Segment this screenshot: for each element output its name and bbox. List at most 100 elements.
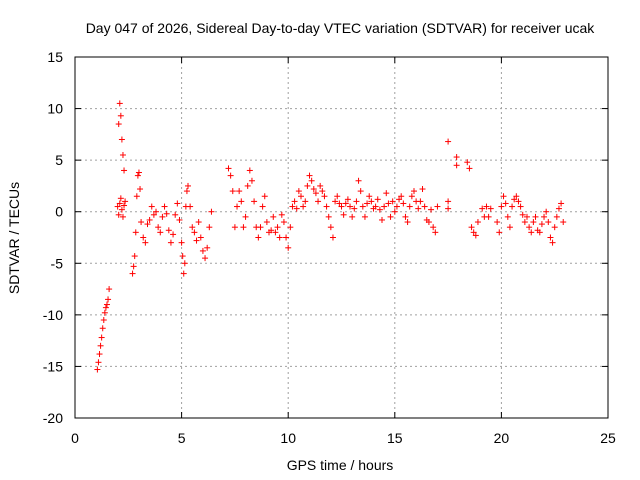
data-point <box>202 255 209 262</box>
data-point <box>179 253 186 260</box>
data-point <box>137 186 144 193</box>
data-point <box>138 219 145 226</box>
data-point <box>184 182 191 189</box>
data-point <box>157 229 164 236</box>
data-point <box>176 216 183 223</box>
data-point <box>191 229 198 236</box>
data-point <box>396 196 403 203</box>
data-point <box>347 203 354 210</box>
data-point <box>312 190 319 197</box>
data-point <box>178 239 185 246</box>
data-point <box>118 136 125 143</box>
data-point <box>306 172 313 179</box>
data-point <box>317 182 324 189</box>
data-point <box>432 229 439 236</box>
data-point <box>167 239 174 246</box>
data-point <box>387 213 394 220</box>
data-point <box>502 200 509 207</box>
data-point <box>329 234 336 241</box>
data-point <box>445 138 452 145</box>
data-point <box>153 208 160 215</box>
data-point <box>404 219 411 226</box>
data-point <box>419 186 426 193</box>
y-axis-label: SDTVAR / TECUs <box>6 182 22 294</box>
data-point <box>558 200 565 207</box>
data-point <box>383 190 390 197</box>
data-point <box>349 213 356 220</box>
data-point <box>519 211 526 218</box>
data-point <box>268 227 275 234</box>
data-point <box>246 167 253 174</box>
data-point <box>528 229 535 236</box>
data-point <box>105 296 112 303</box>
y-tick-label: 10 <box>47 101 63 117</box>
data-point <box>381 203 388 210</box>
data-point <box>323 203 330 210</box>
x-tick-label: 10 <box>280 430 296 446</box>
data-point <box>545 219 552 226</box>
data-point <box>513 193 520 200</box>
data-point <box>351 205 358 212</box>
data-point <box>445 205 452 212</box>
data-point <box>410 188 417 195</box>
data-point <box>368 198 375 205</box>
grid <box>75 57 608 418</box>
data-point <box>300 203 307 210</box>
data-point <box>150 211 157 218</box>
data-point <box>144 221 151 228</box>
data-point <box>135 169 142 176</box>
data-point <box>464 159 471 166</box>
data-point <box>180 270 187 277</box>
data-point <box>538 221 545 228</box>
x-tick-label: 20 <box>494 430 510 446</box>
data-point <box>398 193 405 200</box>
data-point <box>146 216 153 223</box>
data-point <box>119 151 126 158</box>
data-point <box>310 186 317 193</box>
data-point <box>385 200 392 207</box>
data-point <box>487 205 494 212</box>
data-point <box>163 210 170 217</box>
data-point <box>229 188 236 195</box>
data-point <box>336 200 343 207</box>
data-point <box>483 203 490 210</box>
data-point <box>174 200 181 207</box>
data-point <box>244 182 251 189</box>
y-tick-label: 5 <box>55 152 63 168</box>
data-point <box>161 203 168 210</box>
data-point <box>302 198 309 205</box>
data-point <box>101 309 108 316</box>
data-point <box>231 224 238 231</box>
data-point <box>445 198 452 205</box>
data-point <box>99 325 106 332</box>
data-point <box>251 198 258 205</box>
data-point <box>285 244 292 251</box>
data-point <box>295 188 302 195</box>
data-point <box>255 234 262 241</box>
data-point <box>504 213 511 220</box>
data-point <box>500 193 507 200</box>
data-point <box>547 234 554 241</box>
y-tick-label: 15 <box>47 49 63 65</box>
data-point <box>332 198 339 205</box>
data-point <box>393 203 400 210</box>
data-point <box>364 200 371 207</box>
data-point <box>206 224 213 231</box>
data-point <box>453 162 460 169</box>
data-point <box>193 237 200 244</box>
data-point <box>417 198 424 205</box>
data-point <box>280 219 287 226</box>
x-axis-label: GPS time / hours <box>287 457 394 473</box>
data-point <box>355 177 362 184</box>
data-point <box>165 227 172 234</box>
data-point <box>297 193 304 200</box>
data-point <box>100 317 107 324</box>
data-point <box>118 206 125 213</box>
data-point <box>470 229 477 236</box>
data-point <box>468 224 475 231</box>
data-point <box>515 198 522 205</box>
data-point <box>511 196 518 203</box>
data-point <box>374 196 381 203</box>
data-point <box>234 203 241 210</box>
